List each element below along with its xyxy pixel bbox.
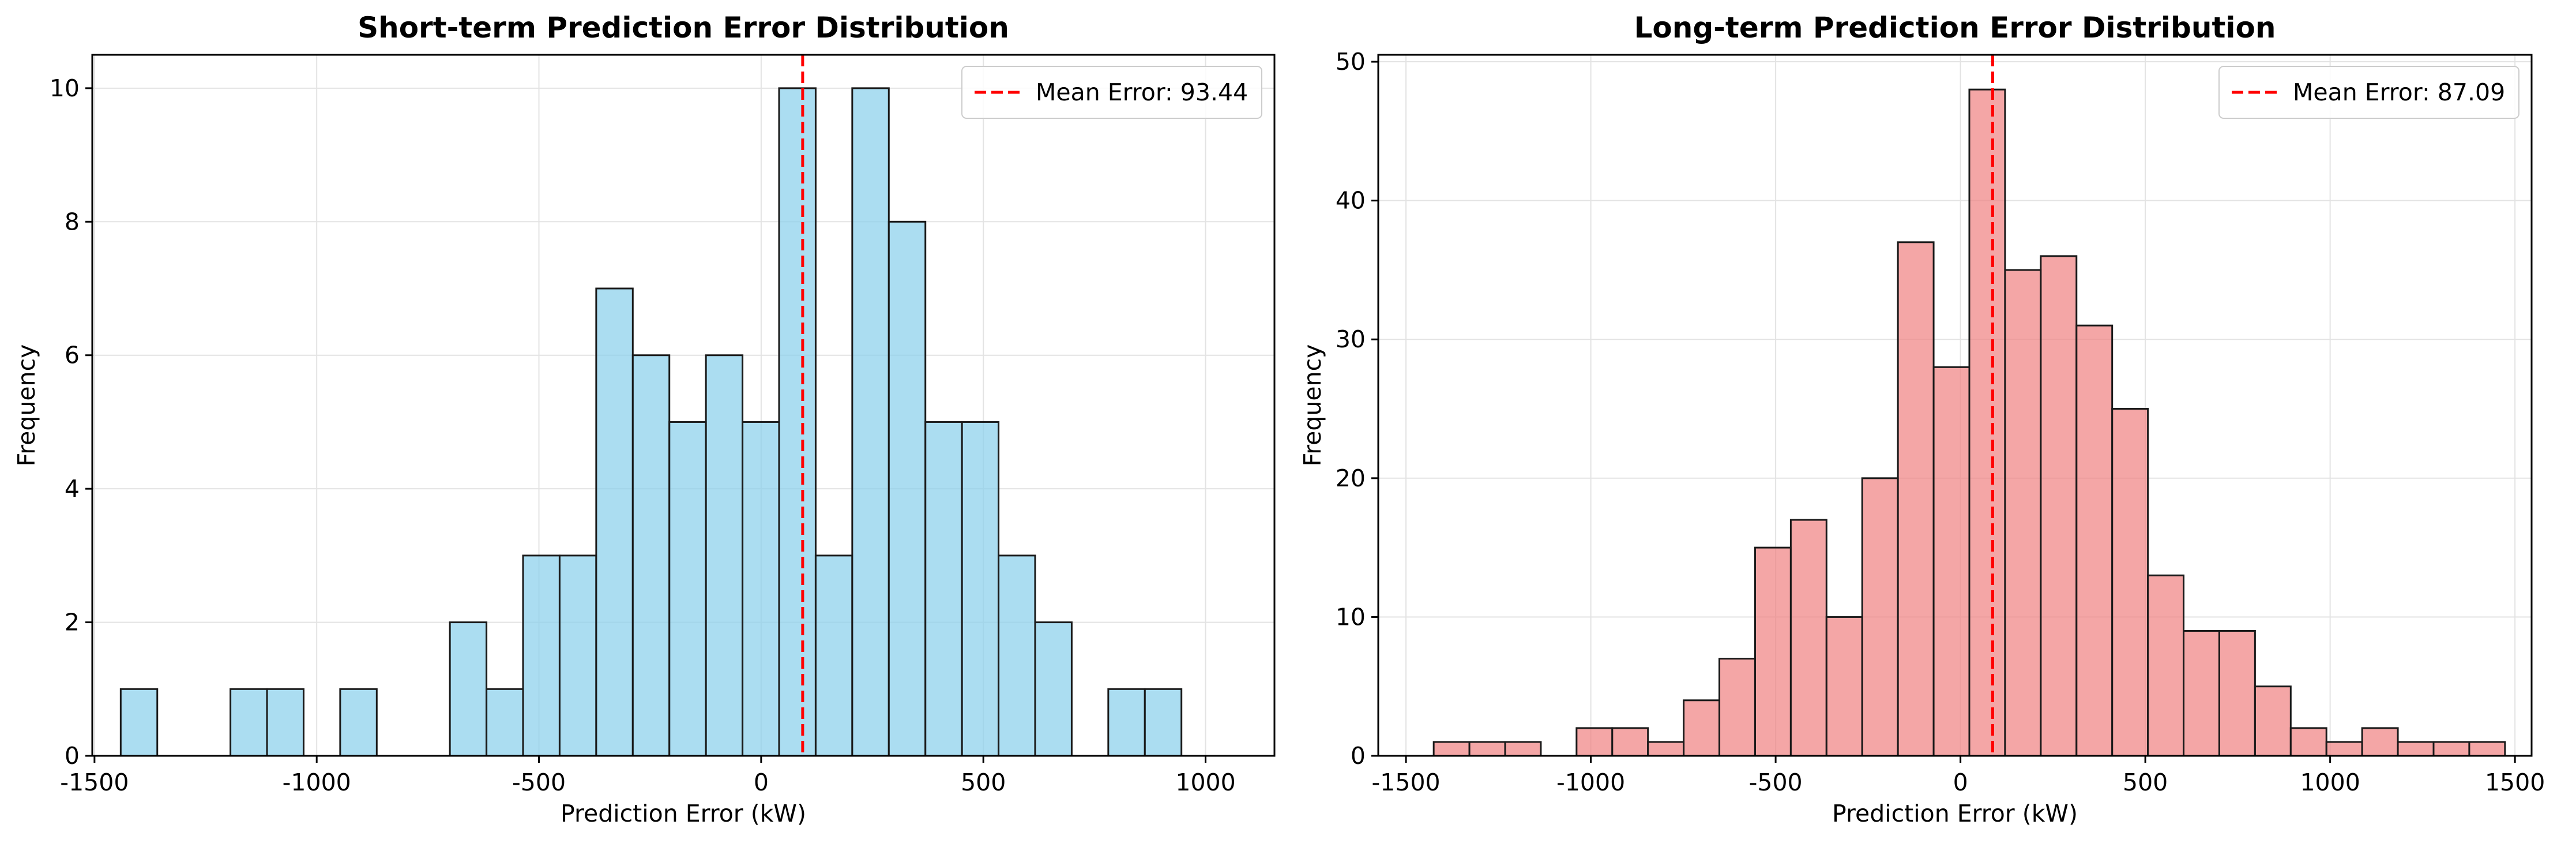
x-axis-label: Prediction Error (kW) [1832, 800, 2078, 827]
legend-box [2218, 66, 2519, 119]
x-tick-label: -1000 [1556, 769, 1625, 796]
histogram-bar [449, 621, 488, 757]
histogram-bar [888, 220, 927, 757]
histogram-bar [1144, 688, 1183, 757]
histogram-bar [1468, 741, 1506, 757]
chart-title: Short-term Prediction Error Distribution [358, 11, 1009, 44]
y-tick-label: 2 [65, 609, 80, 636]
y-tick-label: 10 [50, 74, 80, 102]
histogram-bar [1504, 741, 1542, 757]
histogram-bar [1034, 621, 1073, 757]
histogram-bar [1611, 727, 1649, 757]
histogram-bar [1825, 616, 1863, 757]
histogram-bar [266, 688, 304, 757]
histogram-bar [705, 354, 744, 757]
y-tick-label: 0 [1351, 742, 1366, 770]
histogram-bar [2361, 727, 2399, 757]
long-term-chart: -1500 -1000 -500 0 500 1000 1500 0 10 20 30 40 50 Lon… [1299, 11, 2545, 827]
x-tick-label: 1000 [2300, 769, 2360, 796]
y-tick-label: 50 [1336, 48, 1366, 76]
histogram-bar [2397, 741, 2435, 757]
y-tick-label: 20 [1336, 464, 1366, 492]
histogram-bar [1897, 241, 1935, 757]
histogram-bar [1789, 519, 1827, 757]
legend-label: Mean Error: 87.09 [2293, 78, 2505, 106]
histogram-bar [1107, 688, 1146, 757]
y-tick-label: 10 [1336, 603, 1366, 631]
histogram-bar [2468, 741, 2506, 757]
histogram-bar [1575, 727, 1614, 757]
histogram-bar [2111, 408, 2149, 757]
y-axis-label: Frequency [1299, 344, 1326, 467]
legend-box [961, 66, 1262, 119]
y-tick-label: 4 [65, 475, 80, 503]
histogram-bar [961, 421, 1000, 757]
x-tick-label: -500 [512, 769, 566, 796]
histogram-bar [1718, 658, 1756, 757]
histogram-bar [631, 354, 671, 757]
histogram-bar [2218, 629, 2256, 757]
histogram-bar [1932, 366, 1970, 757]
histogram-bar [2289, 727, 2327, 757]
y-tick-label: 30 [1336, 325, 1366, 353]
histogram-bar [339, 688, 378, 757]
x-tick-label: 1000 [1175, 769, 1235, 796]
histogram-bar [119, 688, 159, 757]
short-term-chart: -1500 -1000 -500 0 500 1000 0 2 4 6 8 10 Short-term … [13, 11, 1276, 827]
chart-title: Long-term Prediction Error Distribution [1634, 11, 2276, 44]
plot-frame [1377, 54, 2533, 757]
y-tick-label: 0 [65, 742, 80, 770]
histogram-bar [558, 554, 597, 757]
x-tick-label: -1500 [60, 769, 129, 796]
y-tick-label: 40 [1336, 187, 1366, 215]
histogram-bar [851, 87, 890, 757]
histogram-bar [814, 554, 853, 757]
histogram-bar [998, 554, 1036, 757]
x-tick-label: -1000 [283, 769, 351, 796]
histogram-bar [2432, 741, 2470, 757]
histogram-bar [1683, 699, 1721, 757]
x-tick-label: 0 [754, 769, 769, 796]
plot-frame [91, 54, 1276, 757]
y-axis-label: Frequency [13, 344, 40, 467]
histogram-bar [1432, 741, 1471, 757]
histogram-bar [2325, 741, 2363, 757]
x-tick-label: 500 [961, 769, 1006, 796]
y-tick-label: 6 [65, 342, 80, 369]
y-tick-label: 8 [65, 208, 80, 235]
x-tick-label: 1500 [2485, 769, 2545, 796]
histogram-bar [1754, 546, 1792, 757]
histogram-bar [778, 87, 817, 757]
histogram-bar [668, 421, 707, 757]
histogram-bar [595, 287, 634, 757]
histogram-bar [230, 688, 268, 757]
x-tick-label: -1500 [1372, 769, 1441, 796]
histogram-bar [2075, 324, 2114, 757]
histogram-bar [2040, 255, 2078, 757]
x-axis-label: Prediction Error (kW) [561, 800, 806, 827]
histogram-bar [1861, 477, 1899, 757]
histogram-bar [2147, 574, 2185, 757]
histogram-bar [1968, 88, 2006, 757]
legend-label: Mean Error: 93.44 [1036, 78, 1248, 106]
x-tick-label: -500 [1749, 769, 1803, 796]
histogram-bar [2183, 629, 2220, 757]
histogram-bar [2254, 685, 2292, 757]
histogram-bar [2004, 269, 2042, 757]
x-tick-label: 500 [2123, 769, 2168, 796]
histogram-bar [924, 421, 963, 757]
histogram-bar [1647, 741, 1685, 757]
histogram-bar [522, 554, 561, 757]
histogram-bar [742, 421, 780, 757]
x-tick-label: 0 [1953, 769, 1968, 796]
histogram-bar [486, 688, 524, 757]
